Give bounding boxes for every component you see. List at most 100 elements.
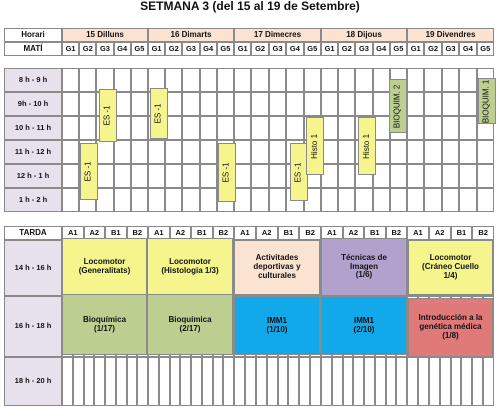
- mati-label: MATÍ: [4, 42, 62, 56]
- grid-cell: [441, 140, 460, 164]
- grid-cell: [355, 188, 373, 212]
- grid-cell: [62, 164, 80, 188]
- grid-cell: [148, 164, 166, 188]
- grid-cell: [137, 357, 148, 406]
- session-block-label: BIOQUIM. 2: [392, 84, 402, 128]
- group-header: A1: [234, 226, 256, 240]
- grid-cell: [372, 188, 390, 212]
- grid-cell: [182, 92, 200, 116]
- grid-cell: [182, 116, 200, 140]
- grid-cell: [321, 92, 339, 116]
- group-header: G4: [372, 42, 390, 56]
- group-header: G1: [234, 42, 252, 56]
- grid-cell: [459, 188, 477, 212]
- grid-cell: [62, 116, 80, 140]
- time-slot: 14 h - 16 h: [4, 240, 62, 296]
- grid-cell: [355, 92, 373, 116]
- group-header: A2: [255, 226, 278, 240]
- grid-cell: [83, 357, 95, 406]
- grid-cell: [126, 357, 138, 406]
- group-header: G4: [113, 42, 131, 56]
- grid-cell: [234, 188, 252, 212]
- grid-cell: [396, 357, 407, 406]
- grid-cell: [303, 92, 321, 116]
- grid-cell: [407, 164, 425, 188]
- group-header: G2: [79, 42, 97, 56]
- grid-cell: [96, 188, 114, 212]
- grid-cell: [130, 92, 148, 116]
- group-header: G5: [216, 42, 234, 56]
- grid-cell: [148, 357, 159, 406]
- session-block: ES -1: [218, 143, 236, 202]
- time-slot: 11 h - 12 h: [4, 140, 62, 164]
- grid-cell: [441, 68, 460, 92]
- grid-cell: [288, 357, 300, 406]
- grid-cell: [277, 357, 289, 406]
- session-block: ES -1: [99, 89, 117, 142]
- page-title: SETMANA 3 (del 15 al 19 de Setembre): [140, 0, 360, 14]
- grid-cell: [476, 188, 494, 212]
- group-header: G2: [424, 42, 442, 56]
- session-block: Locomotor (Cráneo Cuello 1/4): [408, 240, 493, 295]
- grid-cell: [234, 164, 252, 188]
- grid-cell: [191, 357, 202, 406]
- group-header: A1: [321, 226, 343, 240]
- day-header: 18 Dijous: [321, 28, 407, 42]
- grid-cell: [79, 68, 97, 92]
- grid-cell: [148, 188, 166, 212]
- day-header: 17 Dimecres: [234, 28, 321, 42]
- grid-cell: [251, 140, 269, 164]
- grid-cell: [255, 357, 267, 406]
- grid-cell: [199, 92, 217, 116]
- grid-cell: [441, 164, 460, 188]
- day-header: 16 Dimarts: [148, 28, 234, 42]
- grid-cell: [62, 140, 80, 164]
- grid-cell: [476, 140, 494, 164]
- group-header: G2: [251, 42, 269, 56]
- grid-cell: [165, 68, 183, 92]
- grid-cell: [441, 188, 460, 212]
- grid-cell: [165, 188, 183, 212]
- grid-cell: [321, 357, 332, 406]
- grid-cell: [424, 92, 442, 116]
- time-slot: 12 h - 1 h: [4, 164, 62, 188]
- grid-cell: [472, 357, 484, 406]
- session-block: Histo 1: [306, 117, 324, 175]
- day-header: 19 Divendres: [407, 28, 494, 42]
- grid-cell: [407, 188, 425, 212]
- grid-cell: [182, 140, 200, 164]
- grid-cell: [355, 68, 373, 92]
- session-block-label: BIOQUIM. 1: [481, 79, 491, 123]
- grid-cell: [216, 68, 234, 92]
- grid-cell: [251, 188, 269, 212]
- grid-cell: [374, 357, 386, 406]
- group-header: G1: [62, 42, 80, 56]
- grid-cell: [158, 357, 170, 406]
- grid-cell: [299, 357, 311, 406]
- grid-cell: [180, 357, 191, 406]
- grid-cell: [251, 116, 269, 140]
- grid-cell: [130, 140, 148, 164]
- group-header: G5: [389, 42, 407, 56]
- grid-cell: [216, 92, 234, 116]
- tarda-label: TARDA: [4, 226, 62, 240]
- grid-cell: [234, 68, 252, 92]
- grid-cell: [459, 68, 477, 92]
- grid-cell: [62, 92, 80, 116]
- group-header: G1: [321, 42, 339, 56]
- group-header: G3: [96, 42, 114, 56]
- grid-cell: [364, 357, 375, 406]
- grid-cell: [372, 164, 390, 188]
- session-block: Activitades deportivas y culturales: [234, 240, 320, 295]
- session-block: IMM1 (2/10): [321, 296, 407, 355]
- grid-cell: [115, 357, 127, 406]
- grid-cell: [353, 357, 364, 406]
- session-block-label: ES -1: [102, 105, 112, 126]
- session-block-label: ES -1: [153, 103, 163, 124]
- grid-cell: [286, 92, 304, 116]
- grid-cell: [199, 68, 217, 92]
- grid-cell: [321, 188, 339, 212]
- session-block: BIOQUIM. 2: [389, 79, 407, 133]
- grid-cell: [72, 357, 84, 406]
- grid-cell: [331, 357, 343, 406]
